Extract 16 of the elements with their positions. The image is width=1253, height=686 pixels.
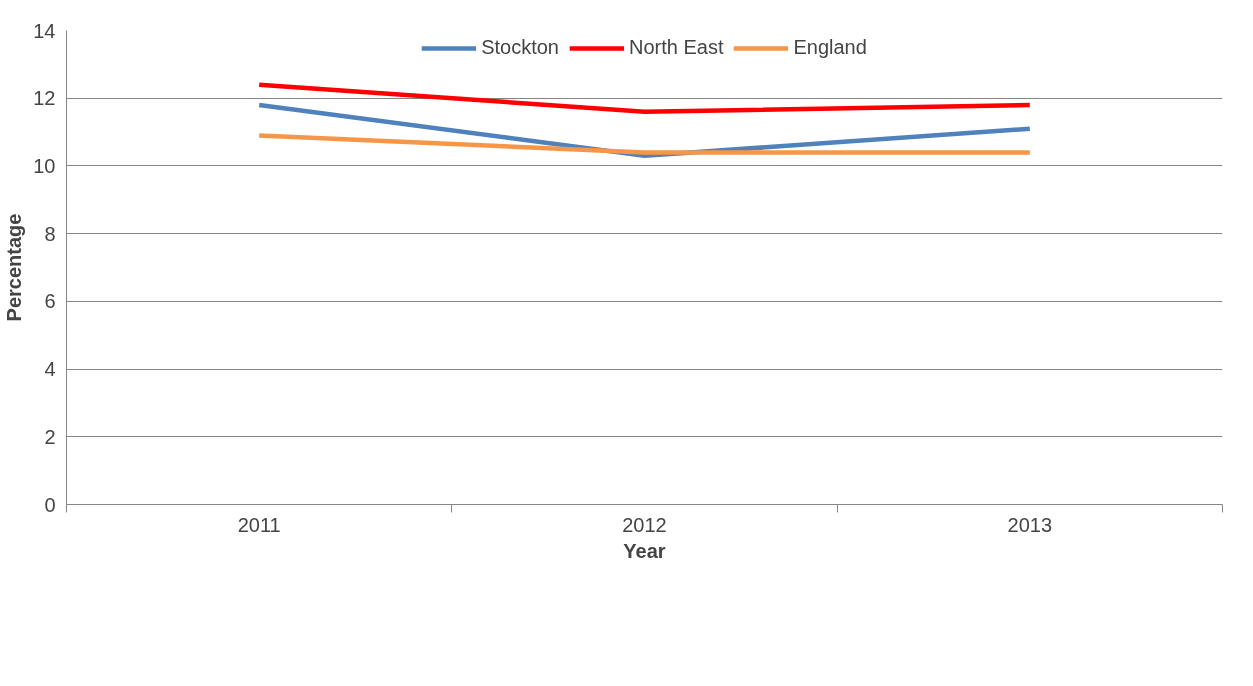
legend-label: England xyxy=(793,36,867,59)
x-tick-label: 2011 xyxy=(237,513,281,536)
y-tick-label: 0 xyxy=(44,493,56,516)
y-tick-label: 6 xyxy=(44,290,56,313)
y-tick-label: 2 xyxy=(44,425,56,448)
y-tick-label: 12 xyxy=(33,87,56,110)
y-axis-title: Percentage xyxy=(3,213,26,322)
y-tick-label: 8 xyxy=(44,222,56,245)
x-axis-title: Year xyxy=(623,539,666,562)
legend-label: North East xyxy=(628,36,724,59)
x-tick-label: 2013 xyxy=(1007,513,1053,536)
y-tick-label: 10 xyxy=(33,154,56,177)
y-tick-label: 4 xyxy=(44,358,56,381)
y-tick-label: 14 xyxy=(33,19,56,42)
x-tick-label: 2012 xyxy=(622,513,667,536)
legend-label: Stockton xyxy=(481,36,559,59)
